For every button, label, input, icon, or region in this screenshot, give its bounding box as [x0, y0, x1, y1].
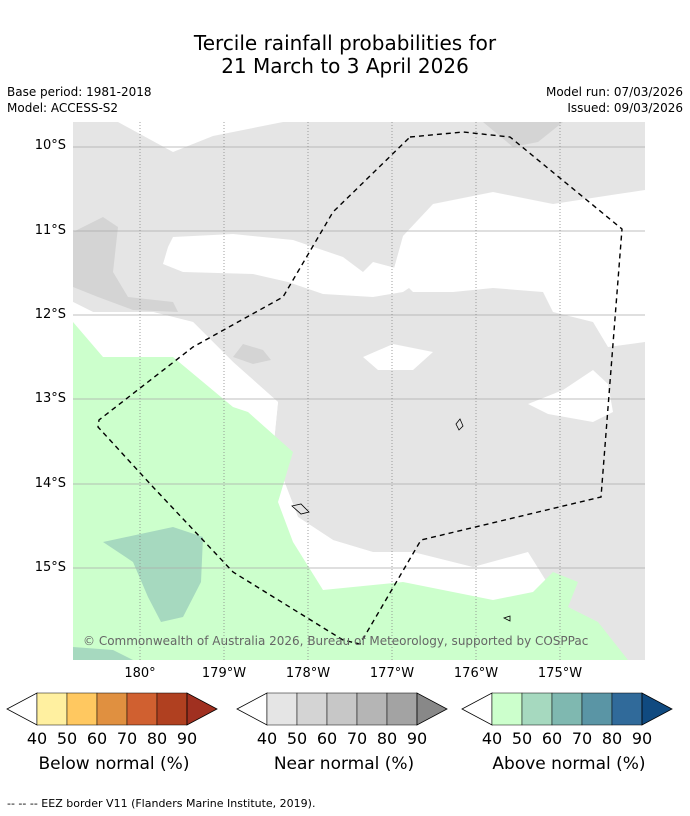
- lat-label: 13°S: [34, 391, 66, 406]
- latitude-gridlines: [73, 146, 645, 569]
- colorbar-cell: [356, 692, 388, 726]
- above-normal-50-region: [103, 527, 203, 622]
- colorbar-tick-label: 80: [376, 729, 398, 748]
- copyright-notice: © Commonwealth of Australia 2026, Bureau…: [83, 634, 589, 648]
- lon-label: 175°W: [537, 666, 583, 681]
- colorbar-tick-label: 50: [56, 729, 78, 748]
- lat-label: 11°S: [34, 223, 66, 238]
- lon-label: 177°W: [369, 666, 415, 681]
- map-title-line1: Tercile rainfall probabilities for: [193, 31, 497, 55]
- white-band-3: [528, 370, 613, 422]
- colorbar-cell: [521, 692, 553, 726]
- lat-label: 12°S: [34, 307, 66, 322]
- near-normal-50-region-3: [483, 122, 563, 147]
- near-normal-colorbar: [236, 692, 448, 726]
- colorbar-tick-label: 90: [176, 729, 198, 748]
- rainfall-map: [73, 122, 645, 660]
- colorbar-cell: [551, 692, 583, 726]
- colorbar-tick-label: 50: [286, 729, 308, 748]
- colorbar-cell: [96, 692, 128, 726]
- island-3: [502, 615, 511, 622]
- above-normal-colorbar: [461, 692, 673, 726]
- colorbar-cell: [66, 692, 98, 726]
- base-period: Base period: 1981-2018: [7, 85, 152, 99]
- colorbar-tick-label: 60: [541, 729, 563, 748]
- lon-label: 179°W: [201, 666, 247, 681]
- colorbar-tick-label: 40: [26, 729, 48, 748]
- model-run: Model run: 07/03/2026: [545, 85, 683, 99]
- colorbar-cell: [266, 692, 298, 726]
- colorbar-cell: [326, 692, 358, 726]
- colorbar-tick-label: 70: [571, 729, 593, 748]
- near-normal-legend-title: Near normal (%): [273, 754, 415, 774]
- white-band-4: [73, 302, 333, 542]
- colorbar-high-extension: [186, 692, 218, 726]
- colorbar-tick-label: 40: [481, 729, 503, 748]
- near-normal-50-region: [73, 217, 178, 312]
- model-name: Model: ACCESS-S2: [7, 101, 119, 115]
- colorbar-high-extension: [416, 692, 448, 726]
- lat-label: 14°S: [34, 476, 66, 491]
- map-title-line2: 21 March to 3 April 2026: [221, 54, 469, 78]
- near-normal-50-region-2: [233, 344, 271, 364]
- colorbar-tick-label: 60: [86, 729, 108, 748]
- above-normal-legend-title: Above normal (%): [492, 754, 646, 774]
- above-normal-50-region-2: [73, 647, 133, 660]
- colorbar-high-extension: [641, 692, 673, 726]
- island-1: [455, 418, 464, 431]
- eez-border: [97, 131, 623, 645]
- colorbar-cell: [36, 692, 68, 726]
- colorbar-tick-label: 60: [316, 729, 338, 748]
- eez-footnote: -- -- -- EEZ border V11 (Flanders Marine…: [7, 797, 316, 810]
- lon-label: 176°W: [453, 666, 499, 681]
- colorbar-tick-label: 70: [116, 729, 138, 748]
- colorbar-tick-label: 40: [256, 729, 278, 748]
- lon-label: 180°: [124, 666, 156, 681]
- above-normal-40-region: [73, 322, 628, 660]
- issued-date: Issued: 09/03/2026: [567, 101, 683, 115]
- colorbar-cell: [491, 692, 523, 726]
- colorbar-tick-label: 70: [346, 729, 368, 748]
- colorbar-cell: [156, 692, 188, 726]
- colorbar-tick-label: 80: [601, 729, 623, 748]
- white-band-2: [363, 344, 433, 370]
- colorbar-low-extension: [236, 692, 268, 726]
- lat-label: 15°S: [34, 560, 66, 575]
- white-band-1: [163, 234, 433, 297]
- colorbar-tick-label: 90: [406, 729, 428, 748]
- colorbar-cell: [581, 692, 613, 726]
- colorbar-low-extension: [461, 692, 493, 726]
- lat-label: 10°S: [34, 138, 66, 153]
- colorbar-tick-label: 50: [511, 729, 533, 748]
- colorbar-tick-label: 90: [631, 729, 653, 748]
- below-normal-legend-title: Below normal (%): [38, 754, 190, 774]
- colorbar-tick-label: 80: [146, 729, 168, 748]
- island-2: [291, 503, 310, 515]
- colorbar-cell: [296, 692, 328, 726]
- colorbar-cell: [386, 692, 418, 726]
- below-normal-colorbar: [6, 692, 218, 726]
- colorbar-cell: [611, 692, 643, 726]
- lon-label: 178°W: [285, 666, 331, 681]
- colorbar-cell: [126, 692, 158, 726]
- colorbar-low-extension: [6, 692, 38, 726]
